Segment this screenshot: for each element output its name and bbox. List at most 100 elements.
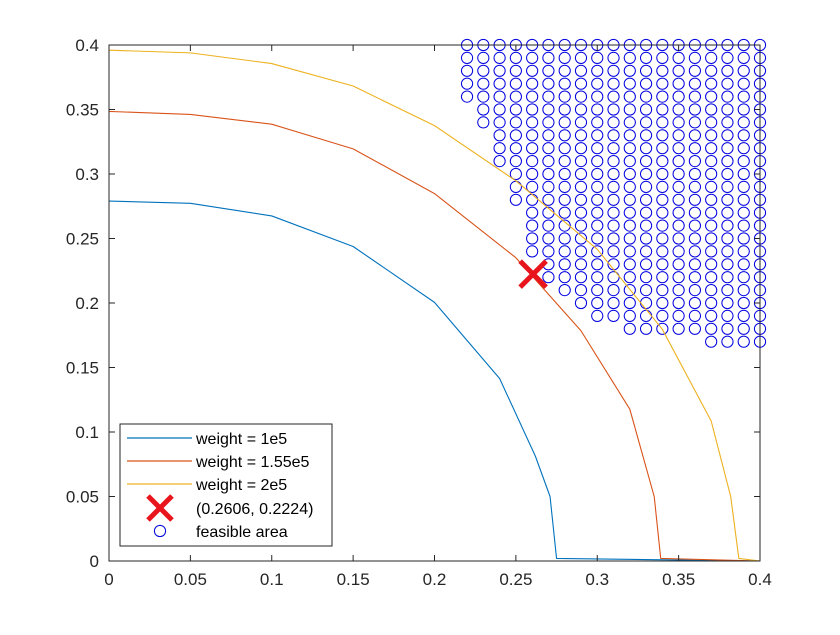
feasible-point: [591, 206, 604, 219]
feasible-point: [607, 284, 620, 297]
feasible-point: [623, 322, 636, 335]
feasible-point: [672, 245, 685, 258]
feasible-point: [737, 167, 750, 181]
feasible-point: [460, 64, 474, 77]
feasible-point: [672, 219, 685, 232]
feasible-point: [705, 193, 718, 206]
feasible-point: [493, 64, 506, 77]
feasible-point: [737, 193, 750, 206]
feasible-point: [672, 271, 685, 284]
feasible-point: [607, 245, 620, 258]
feasible-point: [558, 64, 571, 77]
feasible-point: [688, 103, 702, 116]
feasible-point: [574, 296, 588, 310]
feasible-point: [639, 167, 653, 181]
x-tick-label: 0.4: [748, 570, 772, 589]
feasible-point: [623, 64, 636, 77]
feasible-point: [656, 90, 669, 103]
feasible-point: [639, 180, 653, 193]
feasible-point: [672, 322, 685, 335]
feasible-point: [574, 167, 588, 181]
feasible-point: [688, 116, 702, 129]
y-tick-label: 0.35: [66, 101, 99, 120]
x-tick-label: 0.05: [174, 570, 207, 589]
feasible-point: [591, 232, 604, 245]
feasible-point: [623, 245, 636, 258]
feasible-point: [721, 64, 734, 77]
feasible-point: [705, 167, 718, 181]
feasible-point: [623, 142, 636, 155]
feasible-point: [542, 51, 555, 65]
feasible-point: [705, 64, 718, 77]
feasible-point: [639, 232, 653, 245]
feasible-point: [656, 142, 669, 155]
feasible-point: [721, 309, 734, 322]
feasible-point: [509, 129, 522, 142]
feasible-point: [721, 322, 734, 335]
legend-label: feasible area: [196, 524, 288, 541]
feasible-point: [574, 142, 588, 155]
feasible-point: [509, 193, 522, 206]
feasible-point: [705, 258, 718, 271]
feasible-point: [688, 155, 702, 168]
feasible-point: [607, 296, 620, 310]
feasible-point: [721, 232, 734, 245]
feasible-point: [607, 129, 620, 142]
feasible-point: [737, 322, 750, 335]
feasible-point: [656, 64, 669, 77]
legend-label: weight = 2e5: [195, 477, 287, 494]
feasible-point: [672, 51, 685, 65]
feasible-point: [542, 232, 555, 245]
feasible-point: [558, 103, 571, 116]
feasible-point: [526, 51, 539, 65]
feasible-point: [656, 167, 669, 181]
feasible-point: [574, 271, 588, 284]
feasible-point: [542, 142, 555, 155]
feasible-point: [737, 296, 750, 310]
feasible-point: [656, 116, 669, 129]
feasible-point: [493, 77, 506, 90]
feasible-point: [574, 129, 588, 142]
feasible-point: [574, 180, 588, 193]
feasible-point: [672, 142, 685, 155]
feasible-point: [721, 219, 734, 232]
feasible-point: [574, 103, 588, 116]
feasible-point: [688, 77, 702, 90]
feasible-point: [737, 77, 750, 90]
feasible-point: [656, 219, 669, 232]
feasible-point: [721, 296, 734, 310]
feasible-point: [623, 116, 636, 129]
feasible-point: [721, 155, 734, 168]
feasible-point: [688, 206, 702, 219]
feasible-point: [705, 296, 718, 310]
feasible-point: [591, 271, 604, 284]
feasible-point: [607, 90, 620, 103]
feasible-point: [737, 103, 750, 116]
series-layer: [108, 38, 767, 562]
feasible-point: [574, 284, 588, 297]
feasible-point: [623, 206, 636, 219]
feasible-point: [639, 193, 653, 206]
feasible-point: [509, 77, 522, 90]
feasible-point: [705, 309, 718, 322]
feasible-point: [574, 206, 588, 219]
feasible-point: [721, 77, 734, 90]
feasible-point: [526, 180, 539, 193]
feasible-point: [737, 309, 750, 322]
feasible-point: [460, 77, 474, 90]
feasible-point: [591, 167, 604, 181]
feasible-point: [591, 180, 604, 193]
feasible-point: [558, 142, 571, 155]
feasible-point: [721, 284, 734, 297]
feasible-point: [688, 193, 702, 206]
x-tick-label: 0.1: [260, 570, 284, 589]
feasible-point: [591, 296, 604, 310]
feasible-point: [558, 245, 571, 258]
feasible-point: [639, 90, 653, 103]
feasible-point: [639, 142, 653, 155]
x-tick-label: 0.35: [662, 570, 695, 589]
feasible-point: [574, 193, 588, 206]
feasible-point: [688, 219, 702, 232]
feasible-point: [623, 193, 636, 206]
